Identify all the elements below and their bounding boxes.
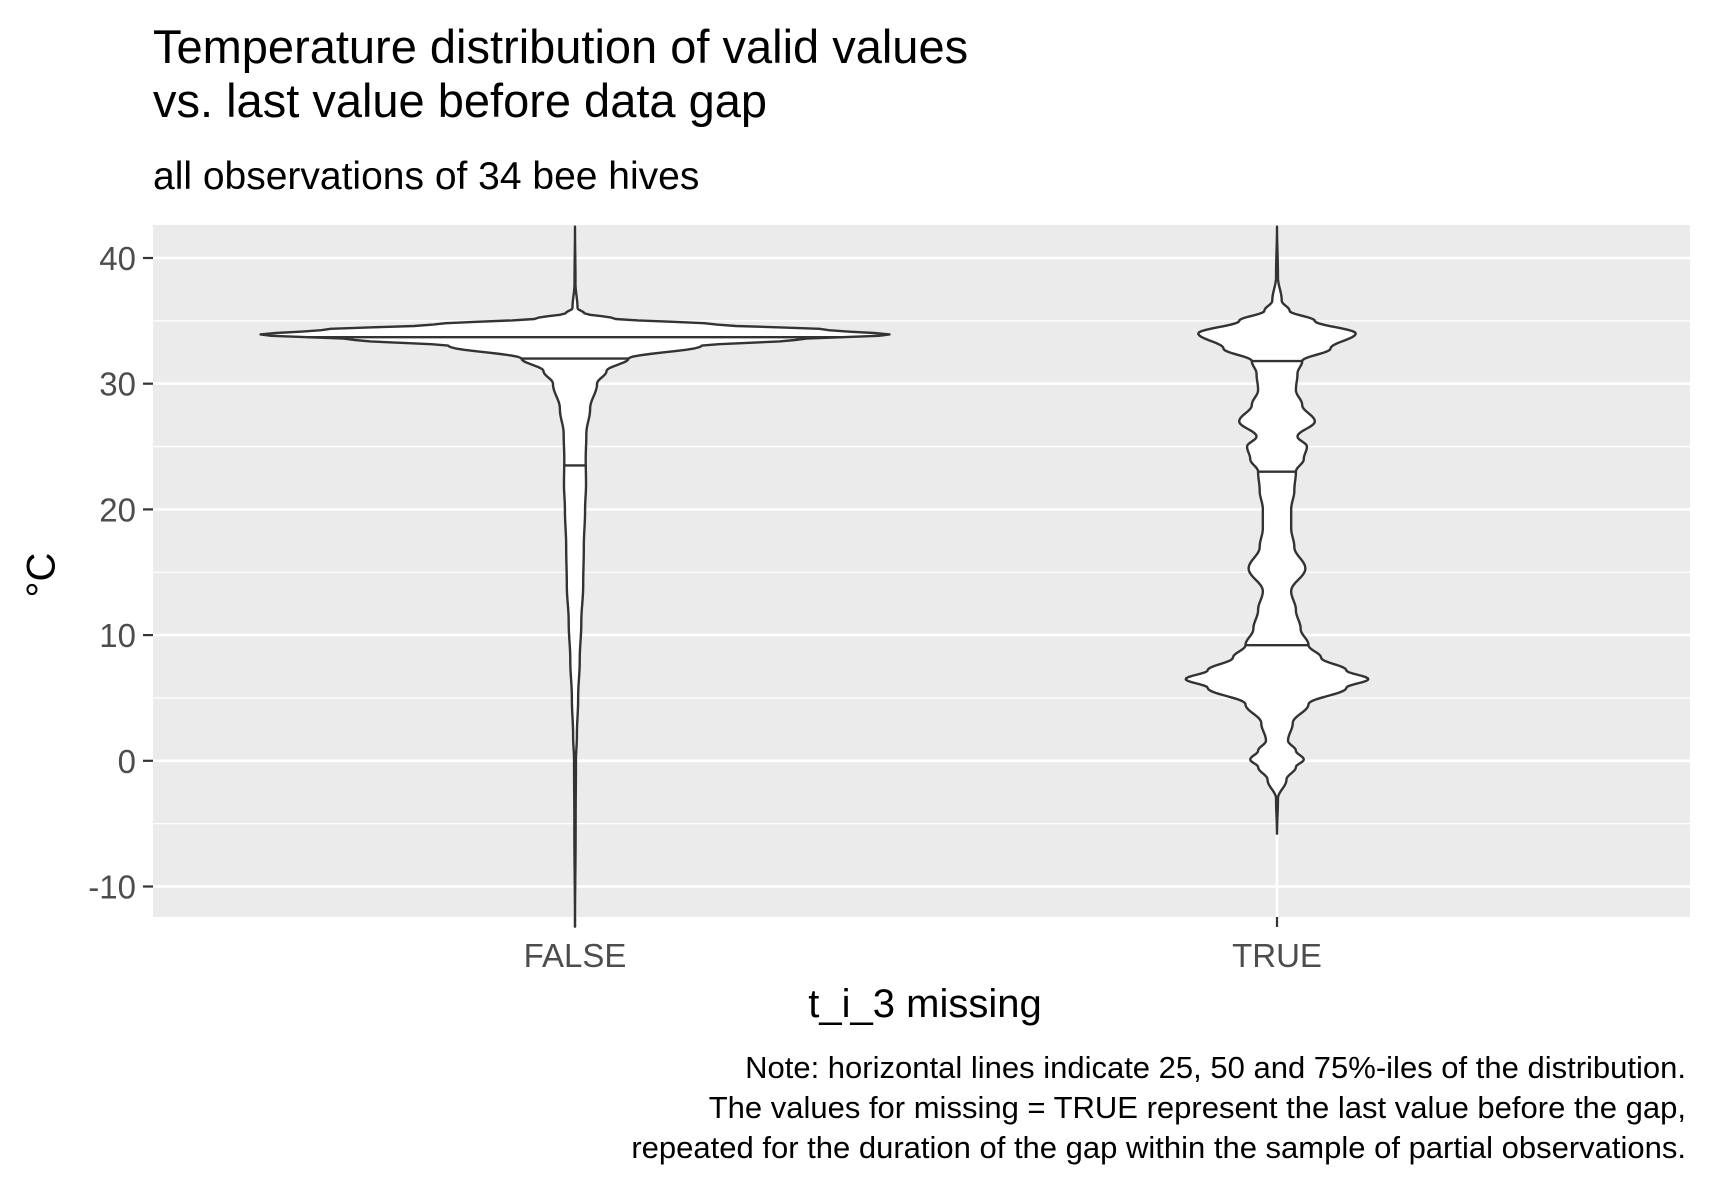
x-axis: FALSE TRUE xyxy=(524,917,1322,974)
x-tick-label: FALSE xyxy=(524,937,627,974)
caption-note: Note: horizontal lines indicate 25, 50 a… xyxy=(631,1050,1686,1165)
chart-subtitle: all observations of 34 bee hives xyxy=(153,155,700,198)
violin-body xyxy=(1184,225,1370,835)
y-axis-label: °C xyxy=(19,552,64,598)
y-tick-label: 40 xyxy=(99,240,136,277)
violins xyxy=(259,225,1370,928)
violin-body xyxy=(259,225,891,928)
y-tick-label: 30 xyxy=(99,366,136,403)
y-tick-label: 20 xyxy=(99,491,136,528)
violin-false xyxy=(259,225,891,928)
x-tick-label: TRUE xyxy=(1232,937,1322,974)
violin-true xyxy=(1184,225,1370,835)
x-axis-label: t_i_3 missing xyxy=(808,982,1042,1026)
chart-title: Temperature distribution of valid values… xyxy=(153,20,969,127)
y-tick-label: 0 xyxy=(118,743,136,780)
y-tick-label: -10 xyxy=(88,869,136,906)
minor-gridlines xyxy=(153,320,1690,825)
y-tick-label: 10 xyxy=(99,617,136,654)
y-axis: 40 30 20 10 0 -10 xyxy=(88,240,153,906)
